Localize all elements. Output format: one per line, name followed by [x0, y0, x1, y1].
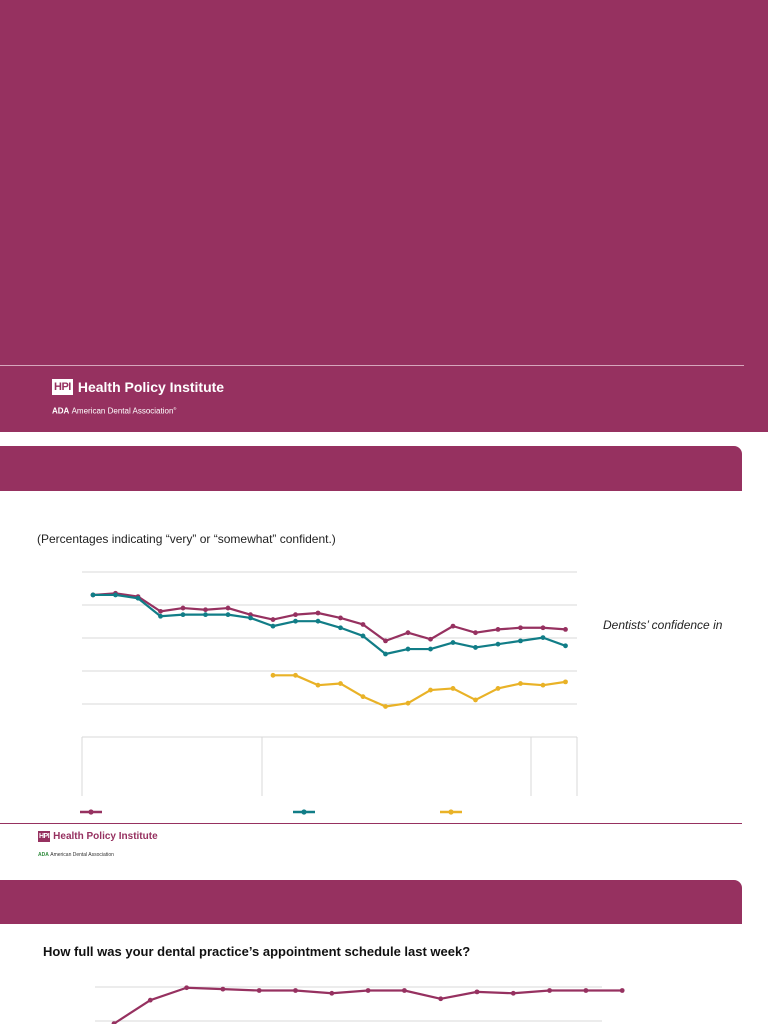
series-point: [293, 988, 298, 993]
series-point: [474, 989, 480, 995]
series-1-point: [270, 617, 276, 622]
series-2-point: [428, 646, 433, 652]
footer-hpi-logo-title: Health Policy Institute: [53, 831, 158, 842]
series-2-point: [158, 613, 163, 619]
slide-title-banner: [0, 446, 742, 491]
series-1-line: [92, 592, 566, 642]
series-2-point: [225, 612, 231, 618]
series-2-point: [540, 635, 546, 640]
series-1-point: [383, 638, 388, 644]
hpi-logo-title: Health Policy Institute: [77, 379, 225, 395]
series-2-point: [248, 615, 253, 621]
series-point: [147, 997, 153, 1003]
series-1-point: [450, 623, 456, 629]
ada-logo: ADA American Dental Association®: [52, 406, 177, 416]
series-3-point: [540, 682, 546, 688]
series-3-point: [450, 686, 456, 691]
series-1-point: [360, 622, 366, 627]
hpi-logo: HPI ● Health Policy Institute: [52, 379, 224, 395]
chart-subtitle: (Percentages indicating “very” or “somew…: [37, 532, 336, 546]
footer-ada-name: American Dental Association: [50, 852, 114, 858]
legend-marker-2: [301, 809, 307, 815]
series-point: [329, 990, 335, 996]
series-line: [113, 986, 623, 1024]
series-1-point: [293, 612, 298, 618]
slide3-title-banner: [0, 880, 742, 924]
footer-hpi-logo-mark: HPI: [38, 831, 51, 842]
series-point: [220, 986, 226, 992]
series-3-point: [495, 686, 501, 691]
footer-hpi-logo: HPI Health Policy Institute: [38, 831, 158, 842]
survey-question: How full was your dental practice’s appo…: [43, 944, 471, 959]
series-point: [402, 988, 407, 993]
slide-divider: [0, 823, 742, 824]
series-1-point: [563, 627, 568, 632]
series-2-point: [360, 633, 366, 639]
series-point: [547, 988, 552, 993]
footer-ada-logo: ADA American Dental Association: [38, 852, 114, 858]
series-1-point: [518, 625, 523, 631]
series-2-point: [405, 646, 411, 652]
series-3-line: [273, 674, 566, 708]
series-2-point: [270, 623, 276, 629]
series-1-point: [203, 607, 208, 613]
series-2-point: [473, 645, 478, 650]
series-2-line: [93, 593, 566, 656]
side-note: Dentists’ confidence in: [603, 618, 723, 632]
series-3-point: [428, 687, 433, 693]
series-3-point: [405, 700, 411, 706]
series-2-point: [383, 651, 388, 657]
series-1-point: [338, 615, 343, 621]
legend-marker-1: [88, 809, 94, 815]
series-3-point: [383, 704, 388, 709]
series-3-point: [518, 681, 523, 686]
series-2-point: [315, 618, 321, 624]
series-1-point: [158, 608, 163, 614]
footer-ada-abbr: ADA: [38, 852, 49, 858]
hpi-logo-mark: HPI ●: [52, 379, 76, 395]
series-1-point: [495, 627, 501, 632]
series-2-point: [338, 625, 343, 631]
series-3-point: [473, 697, 478, 703]
confidence-line-chart: [80, 571, 578, 815]
series-point: [583, 988, 589, 993]
series-2-point: [90, 592, 96, 598]
series-point: [365, 988, 371, 993]
series-point: [184, 985, 190, 991]
series-3-point: [270, 672, 276, 678]
series-point: [256, 988, 262, 993]
series-1-point: [248, 612, 253, 618]
series-2-point: [113, 592, 118, 598]
series-3-point: [338, 681, 343, 686]
ada-name: American Dental Association: [71, 406, 174, 416]
series-1-point: [473, 630, 478, 636]
series-2-point: [203, 612, 208, 618]
schedule-line-chart: [95, 985, 625, 1024]
series-1-point: [225, 605, 231, 611]
series-2-point: [563, 643, 568, 649]
series-1-point: [540, 625, 546, 631]
series-1-point: [405, 630, 411, 636]
series-2-point: [293, 618, 298, 624]
series-2-point: [180, 612, 186, 618]
series-2-point: [518, 638, 523, 644]
series-point: [510, 990, 516, 996]
legend-marker-3: [448, 809, 454, 815]
series-point: [438, 996, 444, 1002]
series-3-point: [563, 679, 568, 685]
series-2-point: [495, 641, 501, 647]
series-1-point: [428, 636, 433, 642]
series-3-point: [360, 694, 366, 700]
series-1-point: [315, 610, 321, 616]
series-3-point: [293, 672, 298, 678]
series-3-point: [315, 682, 321, 688]
series-2-point: [450, 640, 456, 645]
cover-divider: [0, 365, 744, 366]
series-point: [619, 988, 625, 993]
series-point: [111, 1021, 117, 1024]
ada-abbr: ADA: [52, 406, 70, 416]
cover-slide: [0, 0, 768, 432]
series-2-point: [135, 595, 141, 601]
series-1-point: [180, 605, 186, 611]
